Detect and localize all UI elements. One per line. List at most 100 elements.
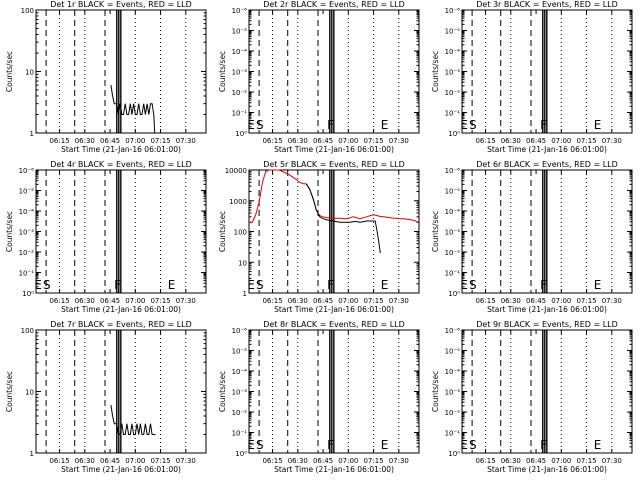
y-tick-label: 10⁻⁵ <box>19 188 35 196</box>
y-tick-label: 1 <box>30 450 34 458</box>
flag-label: S <box>469 438 477 452</box>
x-tick-label: 06:15 <box>49 457 69 465</box>
y-tick-label: 10⁰ <box>235 130 247 138</box>
x-tick-label: 06:15 <box>262 457 282 465</box>
x-tick-label: 07:00 <box>125 297 145 305</box>
series-line-lld <box>249 169 418 223</box>
y-tick-label: 10⁻⁴ <box>19 208 35 216</box>
y-tick-label: 10⁻⁶ <box>445 167 461 175</box>
x-tick-label: 07:30 <box>176 297 196 305</box>
x-tick-label: 06:45 <box>313 457 333 465</box>
flag-label: E <box>460 118 468 132</box>
y-tick-label: 100 <box>234 229 247 237</box>
y-tick-label: 10⁻¹ <box>232 430 248 438</box>
panel-title: Det 2r BLACK = Events, RED = LLD <box>263 0 405 9</box>
x-tick-label: 06:45 <box>100 457 120 465</box>
flag-label: E <box>247 118 255 132</box>
x-tick-label: 07:15 <box>363 297 383 305</box>
x-tick-label: 06:45 <box>526 137 546 145</box>
y-axis-label: Counts/sec <box>218 51 227 92</box>
y-tick-label: 1000 <box>229 198 247 206</box>
y-tick-label: 10⁻⁶ <box>232 7 248 15</box>
y-tick-label: 10⁻⁶ <box>19 167 35 175</box>
flag-label: E <box>381 118 389 132</box>
x-axis-label: Start Time (21-Jan-16 06:01:00) <box>487 305 607 314</box>
panel-title: Det 1r BLACK = Events, RED = LLD <box>50 0 192 9</box>
detector-panel-8: Det 8r BLACK = Events, RED = LLD 06:15 06:… <box>218 320 420 474</box>
x-tick-label: 06:30 <box>288 137 308 145</box>
y-tick-label: 100 <box>21 327 34 335</box>
y-axis-label: Counts/sec <box>5 51 14 92</box>
flag-label: E <box>381 278 389 292</box>
y-tick-label: 10⁻⁵ <box>445 348 461 356</box>
y-tick-label: 10⁰ <box>448 290 460 298</box>
x-tick-label: 06:45 <box>526 457 546 465</box>
detector-panel-7: Det 7r BLACK = Events, RED = LLD 06:15 06:… <box>5 320 207 474</box>
x-tick-label: 07:00 <box>125 137 145 145</box>
x-tick-label: 07:15 <box>363 457 383 465</box>
flag-label: E <box>34 278 42 292</box>
detector-panel-1: Det 1r BLACK = Events, RED = LLD 06:15 06:… <box>5 0 207 154</box>
y-axis-label: Counts/sec <box>431 371 440 412</box>
flag-label: E <box>381 438 389 452</box>
flag-label: S <box>256 118 264 132</box>
y-tick-label: 10⁻⁶ <box>445 7 461 15</box>
x-tick-label: 06:45 <box>313 297 333 305</box>
flag-label: F <box>327 278 334 292</box>
x-tick-label: 06:45 <box>100 137 120 145</box>
y-tick-label: 10⁰ <box>235 450 247 458</box>
y-axis-label: Counts/sec <box>218 371 227 412</box>
y-axis-label: Counts/sec <box>5 211 14 252</box>
detector-panel-3: Det 3r BLACK = Events, RED = LLD 06:15 06:… <box>431 0 633 154</box>
y-tick-label: 10⁻¹ <box>445 270 461 278</box>
x-tick-label: 07:30 <box>176 457 196 465</box>
x-tick-label: 07:15 <box>363 137 383 145</box>
flag-label: S <box>469 118 477 132</box>
flag-label: E <box>168 278 176 292</box>
y-tick-label: 10⁻⁴ <box>445 208 461 216</box>
y-axis-label: Counts/sec <box>431 211 440 252</box>
y-tick-label: 10⁻³ <box>445 69 461 77</box>
y-tick-label: 10⁻⁴ <box>445 368 461 376</box>
panel-title: Det 8r BLACK = Events, RED = LLD <box>263 320 405 329</box>
y-tick-label: 10⁻³ <box>232 389 248 397</box>
y-tick-label: 10⁻³ <box>445 389 461 397</box>
y-tick-label: 10⁻¹ <box>232 110 248 118</box>
x-tick-label: 07:15 <box>150 137 170 145</box>
x-tick-label: 06:15 <box>475 457 495 465</box>
x-axis-label: Start Time (21-Jan-16 06:01:00) <box>274 305 394 314</box>
x-axis-label: Start Time (21-Jan-16 06:01:00) <box>61 305 181 314</box>
x-tick-label: 06:30 <box>75 457 95 465</box>
y-tick-label: 10 <box>25 389 34 397</box>
panel-title: Det 5r BLACK = Events, RED = LLD <box>263 160 405 169</box>
panel-title: Det 9r BLACK = Events, RED = LLD <box>476 320 618 329</box>
flag-label: F <box>114 278 121 292</box>
flag-label: F <box>327 438 334 452</box>
x-tick-label: 06:30 <box>288 457 308 465</box>
y-tick-label: 10⁻⁴ <box>232 368 248 376</box>
x-tick-label: 06:30 <box>75 297 95 305</box>
x-tick-label: 06:30 <box>75 137 95 145</box>
x-tick-label: 06:15 <box>49 297 69 305</box>
x-tick-label: 06:30 <box>501 137 521 145</box>
y-tick-label: 10⁻⁵ <box>445 188 461 196</box>
x-axis-label: Start Time (21-Jan-16 06:01:00) <box>487 145 607 154</box>
y-tick-label: 100 <box>21 7 34 15</box>
flag-label: S <box>43 278 51 292</box>
flag-label: F <box>540 278 547 292</box>
y-tick-label: 10⁻³ <box>19 229 35 237</box>
x-tick-label: 06:15 <box>262 137 282 145</box>
detector-panel-6: Det 6r BLACK = Events, RED = LLD 06:15 06:… <box>431 160 633 314</box>
x-axis-label: Start Time (21-Jan-16 06:01:00) <box>61 145 181 154</box>
x-tick-label: 06:15 <box>475 297 495 305</box>
y-tick-label: 10⁻⁵ <box>445 28 461 36</box>
y-axis-label: Counts/sec <box>431 51 440 92</box>
y-tick-label: 10⁻² <box>232 89 248 97</box>
x-tick-label: 06:45 <box>526 297 546 305</box>
y-tick-label: 10⁻⁵ <box>232 28 248 36</box>
x-tick-label: 06:45 <box>100 297 120 305</box>
y-tick-label: 10⁰ <box>22 290 34 298</box>
detector-panel-2: Det 2r BLACK = Events, RED = LLD 06:15 06:… <box>218 0 420 154</box>
y-tick-label: 10⁻⁶ <box>445 327 461 335</box>
flag-label: F <box>540 438 547 452</box>
